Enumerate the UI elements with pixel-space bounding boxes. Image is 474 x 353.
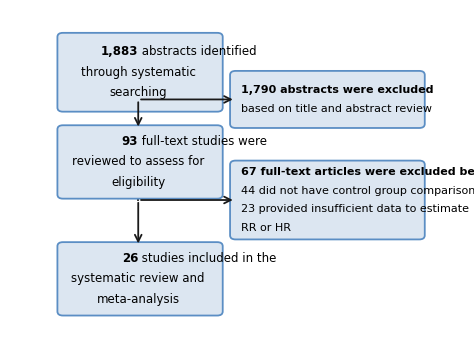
Text: eligibility: eligibility [111,176,165,189]
FancyBboxPatch shape [57,125,223,199]
Text: reviewed to assess for: reviewed to assess for [72,155,204,168]
FancyBboxPatch shape [57,242,223,316]
Text: based on title and abstract review: based on title and abstract review [241,104,432,114]
Text: RR or HR: RR or HR [241,223,291,233]
Text: meta-analysis: meta-analysis [97,293,180,306]
Text: searching: searching [109,86,167,99]
Text: systematic review and: systematic review and [72,272,205,285]
Text: 26: 26 [122,252,138,265]
FancyBboxPatch shape [230,71,425,128]
Text: abstracts identified: abstracts identified [138,46,257,58]
FancyBboxPatch shape [57,33,223,112]
Text: 44 did not have control group comparison: 44 did not have control group comparison [241,186,474,196]
Text: 67 full-text articles were excluded because: 67 full-text articles were excluded beca… [241,167,474,177]
Text: studies included in the: studies included in the [138,252,277,265]
FancyBboxPatch shape [230,161,425,239]
Text: full-text studies were: full-text studies were [138,135,267,148]
Text: 93: 93 [122,135,138,148]
Text: through systematic: through systematic [81,66,196,79]
Text: 23 provided insufficient data to estimate: 23 provided insufficient data to estimat… [241,204,469,214]
Text: 1,790 abstracts were excluded: 1,790 abstracts were excluded [241,85,434,95]
Text: 1,883: 1,883 [101,46,138,58]
